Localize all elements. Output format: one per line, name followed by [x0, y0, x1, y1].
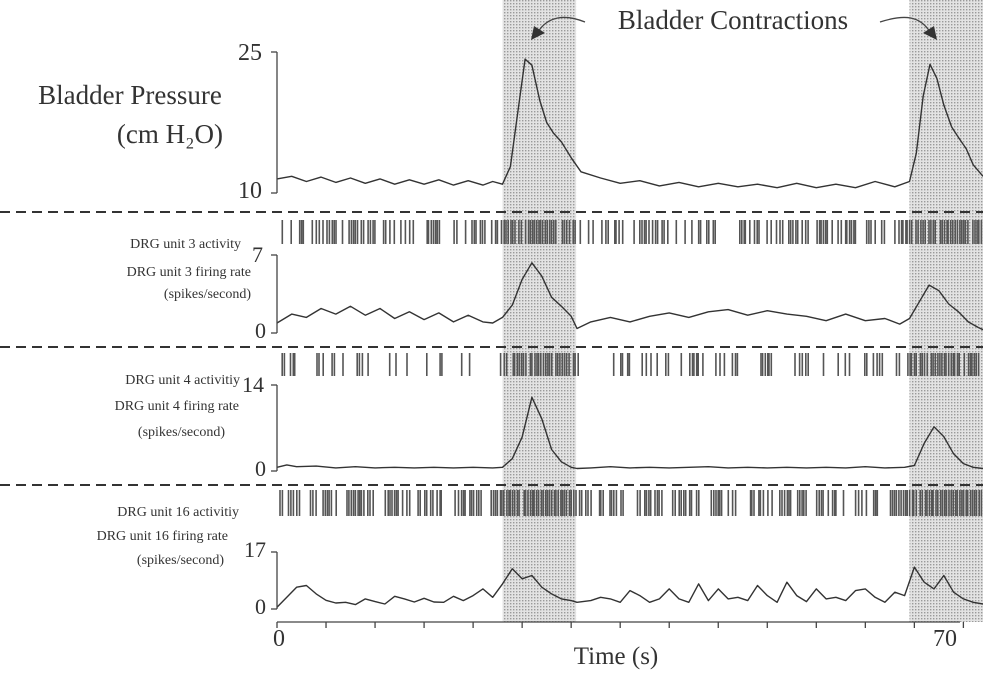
unit16-ylabel-line2: (spikes/second) [137, 553, 224, 568]
unit3-activity-label: DRG unit 3 activity [130, 237, 241, 252]
contraction-shading [503, 0, 983, 622]
x-axis-label: Time (s) [574, 643, 659, 670]
unit3-ylabel-line2: (spikes/second) [164, 287, 251, 302]
contraction-shade-1 [909, 0, 983, 622]
unit16-tick-top: 17 [244, 537, 266, 562]
x-tick-70: 70 [933, 626, 957, 652]
unit16-activity-label: DRG unit 16 activitiy [117, 505, 239, 520]
unit4-trace [277, 397, 983, 468]
pressure-tick-top: 25 [238, 40, 262, 66]
unit16-spike-raster [280, 490, 981, 516]
pressure-ylabel-line1: Bladder Pressure [38, 80, 222, 110]
unit4-ylabel-line2: (spikes/second) [138, 425, 225, 440]
pressure-ylabel-line2: (cm H₂O) [117, 119, 223, 149]
unit4-spike-raster [282, 353, 978, 376]
unit3-ylabel-line1: DRG unit 3 firing rate [127, 265, 251, 280]
unit3-tick-bottom: 0 [255, 318, 266, 343]
unit16-tick-bottom: 0 [255, 594, 266, 619]
pressure-tick-bottom: 10 [238, 178, 262, 204]
contraction-annotation: Bladder Contractions [531, 5, 937, 40]
unit16-trace [277, 567, 983, 607]
unit4-ylabel-line1: DRG unit 4 firing rate [115, 399, 239, 414]
unit4-tick-top: 14 [242, 372, 264, 397]
unit4-tick-bottom: 0 [255, 456, 266, 481]
traces [277, 59, 983, 607]
unit4-activity-label: DRG unit 4 activitiy [125, 373, 240, 388]
unit3-trace [277, 263, 983, 330]
contraction-label: Bladder Contractions [618, 5, 848, 35]
unit16-ylabel-line1: DRG unit 16 firing rate [97, 529, 228, 544]
unit3-tick-top: 7 [252, 242, 263, 267]
bladder_pressure-trace [277, 59, 983, 188]
panel-dividers [0, 212, 983, 485]
x-tick-0: 0 [273, 626, 285, 652]
spike-rasters [280, 220, 981, 516]
unit3-spike-raster [282, 220, 981, 244]
axes [271, 52, 963, 628]
